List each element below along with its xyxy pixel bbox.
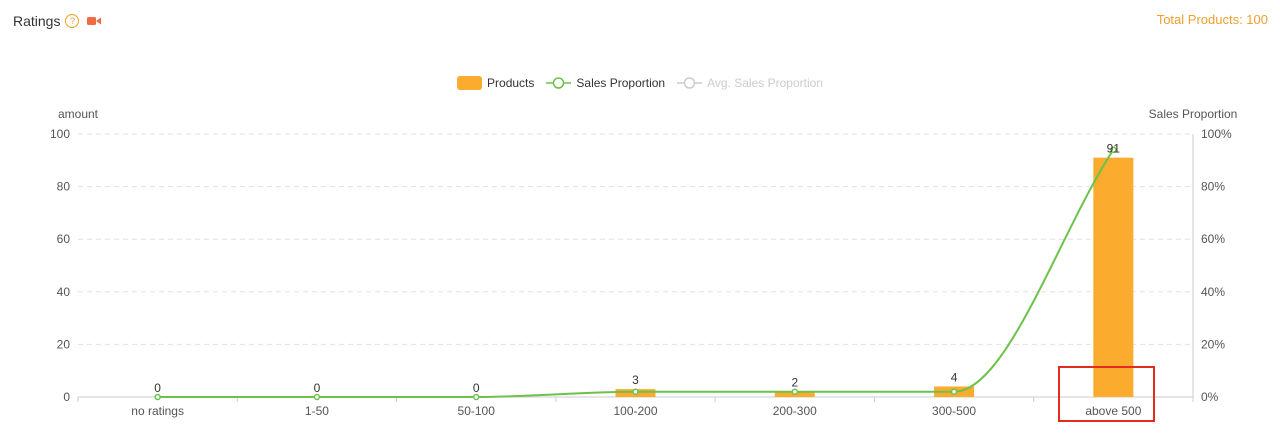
chart-legend: Products Sales Proportion Avg. Sales Pro… xyxy=(0,76,1280,90)
y-tick-label: 0 xyxy=(63,390,70,404)
total-products-label: Total Products: 100 xyxy=(1156,12,1268,27)
x-tick-label: 1-50 xyxy=(305,404,329,418)
legend-item-products[interactable]: Products xyxy=(457,76,534,90)
x-tick-label: 100-200 xyxy=(613,404,657,418)
sales-proportion-point xyxy=(472,393,480,401)
section-title: Ratings xyxy=(13,13,61,29)
bar-value-label: 0 xyxy=(314,381,321,395)
chart-header: Ratings ? xyxy=(13,11,102,31)
y-right-tick-label: 20% xyxy=(1201,337,1225,351)
bars xyxy=(615,157,1134,397)
y-right-tick-label: 40% xyxy=(1201,285,1225,299)
legend-item-avg-sales-proportion[interactable]: Avg. Sales Proportion xyxy=(677,76,823,90)
y-right-tick-label: 60% xyxy=(1201,232,1225,246)
bar-value-label: 3 xyxy=(632,373,639,387)
bar-value-label: 4 xyxy=(951,370,958,384)
highlight-box xyxy=(1058,366,1155,422)
legend-line-swatch xyxy=(677,77,703,89)
legend-label: Avg. Sales Proportion xyxy=(707,76,823,90)
bar xyxy=(1093,157,1134,397)
legend-line-swatch xyxy=(546,77,572,89)
legend-bar-swatch xyxy=(457,76,483,90)
x-tick-label: 50-100 xyxy=(458,404,496,418)
bar-value-label: 2 xyxy=(791,376,798,390)
sales-proportion-point xyxy=(154,393,161,401)
legend-item-sales-proportion[interactable]: Sales Proportion xyxy=(546,76,665,90)
sales-proportion-point xyxy=(791,388,799,395)
grid-lines xyxy=(77,133,1194,402)
y-right-axis-title: Sales Proportion xyxy=(1149,107,1238,121)
y-right-tick-label: 100% xyxy=(1201,127,1232,141)
x-tick-label: no ratings xyxy=(131,404,184,418)
sales-proportion-point xyxy=(632,388,639,395)
bar-value-label: 0 xyxy=(473,381,480,395)
y-tick-label: 60 xyxy=(57,232,71,246)
y-tick-label: 20 xyxy=(57,337,71,351)
legend-label: Sales Proportion xyxy=(576,76,666,90)
sales-proportion-point xyxy=(1110,146,1117,154)
bar-value-label: 91 xyxy=(1107,142,1121,156)
bar-value-label: 0 xyxy=(154,381,161,395)
sales-proportion-point xyxy=(950,388,958,395)
x-tick-label: 200-300 xyxy=(773,404,817,418)
y-tick-label: 100 xyxy=(50,127,70,141)
y-right-tick-label: 80% xyxy=(1201,180,1225,194)
x-tick-label: above 500 xyxy=(1085,404,1141,418)
y-tick-label: 40 xyxy=(57,285,71,299)
y-tick-label: 80 xyxy=(57,180,71,194)
sales-proportion-point xyxy=(313,393,321,401)
y-axis-title: amount xyxy=(58,107,99,121)
legend-label: Products xyxy=(487,76,535,90)
video-camera-icon[interactable] xyxy=(87,16,102,26)
sales-line xyxy=(154,146,1117,401)
x-tick-label: 300-500 xyxy=(932,404,976,418)
question-circle-icon[interactable]: ? xyxy=(65,14,80,28)
y-right-tick-label: 0% xyxy=(1201,390,1219,404)
labels: 0 0%20 20%40 40%60 60%80 80%100 100%amount Sale… xyxy=(50,107,1237,418)
